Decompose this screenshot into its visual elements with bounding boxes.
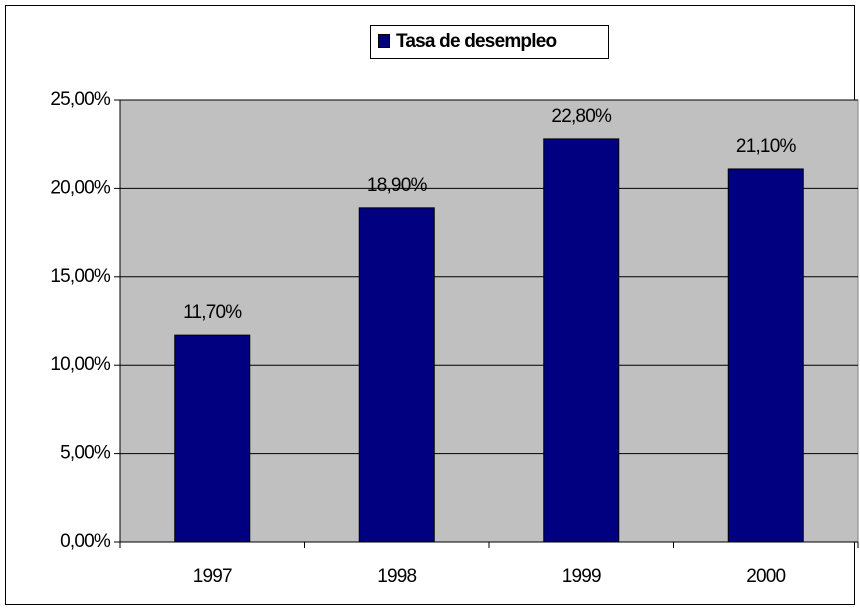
x-tick-label: 1997 bbox=[193, 566, 232, 587]
bar bbox=[727, 168, 804, 543]
y-tick-label: 0,00% bbox=[60, 531, 111, 552]
x-tick-label: 1998 bbox=[377, 566, 416, 587]
data-label: 11,70% bbox=[183, 302, 242, 323]
legend-swatch bbox=[378, 34, 390, 48]
y-tick-label: 10,00% bbox=[50, 354, 111, 375]
y-tick-label: 15,00% bbox=[50, 266, 111, 287]
y-tick-label: 20,00% bbox=[50, 177, 111, 198]
bar bbox=[543, 138, 620, 543]
x-tick-label: 1999 bbox=[562, 566, 601, 587]
data-label: 22,80% bbox=[551, 106, 612, 127]
bar bbox=[358, 207, 435, 543]
data-label: 21,10% bbox=[736, 136, 797, 157]
data-label: 18,90% bbox=[367, 175, 428, 196]
legend-label: Tasa de desempleo bbox=[396, 31, 556, 52]
x-tick-label: 2000 bbox=[746, 566, 785, 587]
bar bbox=[174, 334, 251, 543]
y-tick-label: 5,00% bbox=[60, 443, 111, 464]
y-tick-label: 25,00% bbox=[50, 89, 111, 110]
legend-box bbox=[370, 25, 609, 59]
